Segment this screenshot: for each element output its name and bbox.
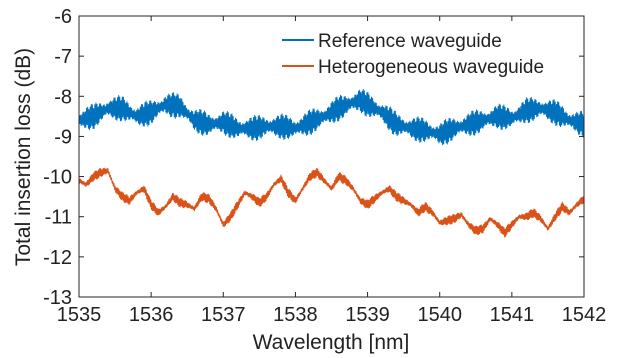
x-tick-label: 1541 — [490, 304, 535, 326]
y-tick-label: -6 — [54, 6, 72, 28]
series-layer — [78, 88, 585, 238]
x-tick-label: 1536 — [129, 304, 174, 326]
y-axis-ticks: -13 -12 -11 -10 -9 -8 -7 -6 — [43, 6, 584, 309]
y-tick-label: -13 — [43, 287, 72, 309]
y-tick-label: -8 — [54, 86, 72, 108]
legend-label-reference: Reference waveguide — [318, 31, 502, 52]
x-tick-label: 1542 — [562, 304, 607, 326]
y-tick-label: -9 — [54, 126, 72, 148]
plot-background — [79, 16, 584, 297]
x-tick-label: 1539 — [345, 304, 390, 326]
x-tick-label: 1537 — [201, 304, 246, 326]
y-tick-label: -11 — [45, 207, 72, 229]
legend: Reference waveguide Heterogeneous wavegu… — [282, 31, 544, 78]
y-axis-label: Total insertion loss (dB) — [12, 48, 35, 266]
plot-frame — [78, 15, 585, 298]
x-tick-label: 1540 — [417, 304, 462, 326]
x-axis-ticks: 1535 1536 1537 1538 1539 1540 1541 1542 — [57, 16, 607, 326]
y-tick-label: -10 — [43, 167, 72, 189]
x-tick-label: 1538 — [273, 304, 318, 326]
series-line-0 — [78, 88, 585, 146]
legend-label-heterogeneous: Heterogeneous waveguide — [318, 57, 544, 78]
y-tick-label: -12 — [43, 247, 72, 269]
series-line-1 — [78, 167, 585, 238]
x-tick-label: 1535 — [57, 304, 102, 326]
x-axis-label: Wavelength [nm] — [253, 331, 410, 354]
y-tick-label: -7 — [54, 46, 72, 68]
